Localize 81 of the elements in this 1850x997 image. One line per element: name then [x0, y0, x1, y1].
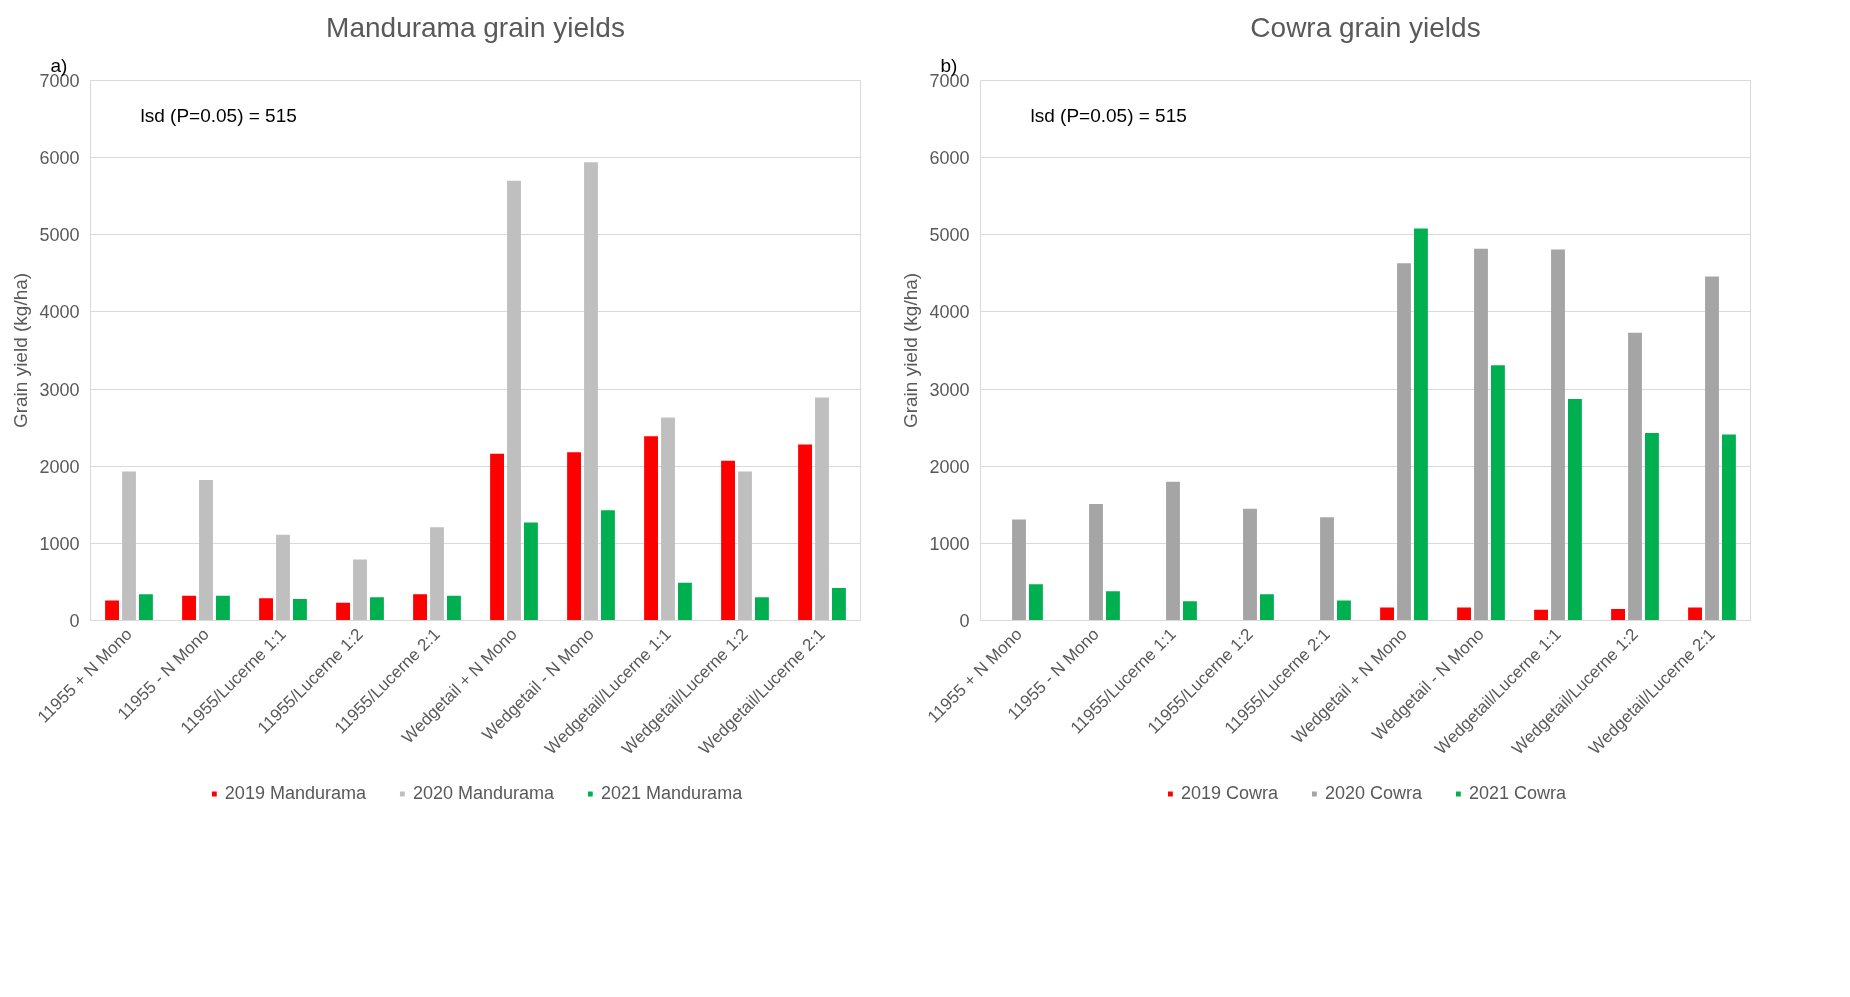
bar: [661, 417, 675, 621]
bar: [1414, 228, 1428, 621]
bar: [276, 534, 290, 621]
annotation: lsd (P=0.05) = 515: [140, 104, 297, 126]
y-tick-label: 6000: [39, 148, 80, 169]
y-axis-title: Grain yield (kg/ha): [10, 272, 32, 429]
y-tick-label: 3000: [929, 379, 970, 400]
y-tick-label: 0: [69, 611, 80, 631]
bar: [815, 397, 829, 621]
bar: [1166, 481, 1180, 621]
bar: [1705, 276, 1719, 621]
legend-label: 2020 Mandurama: [412, 782, 555, 804]
y-tick-label: 4000: [929, 302, 970, 323]
bar: [1397, 263, 1411, 621]
bar: [1645, 433, 1659, 621]
bar: [1337, 600, 1351, 621]
bar: [524, 522, 538, 621]
legend-label: 2019 Cowra: [1180, 782, 1278, 804]
y-axis-title: Grain yield (kg/ha): [900, 272, 922, 429]
bar: [721, 460, 735, 621]
legend-label: 2020 Cowra: [1324, 782, 1423, 804]
bar: [1012, 519, 1026, 621]
bar: [601, 510, 615, 621]
bar: [293, 598, 307, 621]
bar: [1474, 248, 1488, 621]
bar: [370, 597, 384, 621]
bar: [216, 595, 230, 621]
bar: [1628, 332, 1642, 621]
bar: [336, 602, 350, 621]
bar: [1534, 609, 1548, 621]
bar: [430, 527, 444, 621]
bar: [755, 597, 769, 621]
bar: [1243, 508, 1257, 621]
bar: [105, 600, 119, 621]
bar: [1611, 608, 1625, 621]
bar: [1183, 601, 1197, 621]
bar: [1380, 607, 1394, 621]
bar: [1106, 591, 1120, 621]
annotation: lsd (P=0.05) = 515: [1030, 104, 1187, 126]
y-tick-label: 1000: [39, 533, 80, 554]
bar: [353, 559, 367, 621]
bar: [413, 594, 427, 621]
bar: [1688, 607, 1702, 621]
bar: [259, 598, 273, 621]
bar: [182, 595, 196, 621]
y-tick-label: 6000: [929, 148, 970, 169]
bar: [1568, 399, 1582, 621]
y-tick-label: 2000: [39, 456, 80, 477]
bar: [1457, 607, 1471, 621]
y-tick-label: 0: [959, 611, 970, 631]
bar: [567, 452, 581, 621]
legend-label: 2021 Cowra: [1469, 782, 1567, 804]
legend-label: 2021 Mandurama: [601, 782, 743, 804]
bar: [832, 588, 846, 621]
bar: [507, 180, 521, 621]
bar: [139, 594, 153, 621]
bar: [1089, 504, 1103, 621]
y-tick-label: 2000: [929, 456, 970, 477]
legend-label: 2019 Mandurama: [224, 782, 366, 804]
y-tick-label: 5000: [929, 225, 970, 246]
bar: [1029, 584, 1043, 621]
bar: [1260, 594, 1274, 621]
y-tick-label: 1000: [929, 533, 970, 554]
bar: [1551, 249, 1565, 621]
bar: [678, 582, 692, 621]
bar: [644, 436, 658, 621]
chart-title: Cowra grain yields: [1250, 11, 1481, 43]
bar: [490, 453, 504, 621]
y-tick-label: 3000: [39, 379, 80, 400]
bar: [447, 595, 461, 621]
bar: [122, 471, 136, 621]
y-tick-label: 4000: [39, 302, 80, 323]
bar: [199, 480, 213, 621]
bar: [1320, 517, 1334, 621]
bar: [584, 162, 598, 621]
bar: [1722, 434, 1736, 621]
y-tick-label: 5000: [39, 225, 80, 246]
bar: [798, 444, 812, 621]
chart-title: Mandurama grain yields: [326, 11, 625, 43]
bar: [738, 471, 752, 621]
bar: [1491, 365, 1505, 621]
